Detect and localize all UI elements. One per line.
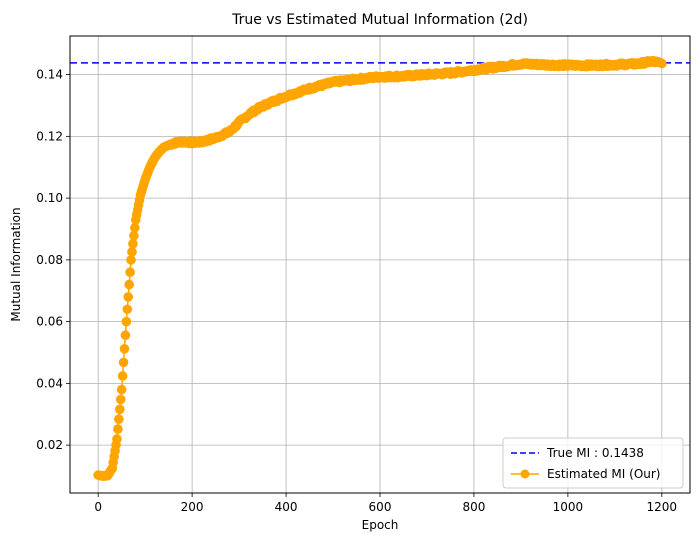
y-axis-title: Mutual Information	[9, 207, 23, 321]
estimated-mi-point	[122, 304, 133, 315]
estimated-mi-point	[130, 222, 140, 233]
estimated-mi-point	[127, 247, 137, 257]
estimated-mi-point	[118, 357, 129, 368]
series-layer	[93, 55, 667, 481]
y-tick-label: 0.06	[36, 315, 63, 329]
x-axis-title: Epoch	[362, 518, 399, 532]
y-tick-label: 0.14	[36, 68, 63, 82]
estimated-mi-point	[120, 330, 131, 341]
estimated-mi-point	[117, 371, 128, 381]
chart-title: True vs Estimated Mutual Information (2d…	[231, 12, 528, 28]
estimated-mi-point	[129, 230, 139, 241]
estimated-mi-point	[121, 316, 132, 327]
estimated-mi-point	[115, 394, 126, 405]
estimated-mi-point	[123, 292, 134, 302]
y-tick-label: 0.02	[36, 438, 63, 452]
estimated-mi-point	[119, 344, 130, 354]
legend-series-label: Estimated MI (Our)	[547, 467, 661, 481]
y-tick-label: 0.08	[36, 253, 63, 267]
y-tick-label: 0.12	[36, 129, 63, 143]
estimated-mi-point	[657, 58, 667, 69]
estimated-mi-point	[126, 255, 136, 265]
estimated-mi-point	[116, 384, 127, 395]
x-tick-label: 800	[462, 500, 485, 514]
tick-layer: 0 200 400 600 800 1000 1200 0.02 0.04 0.06 0.08 0.1…	[36, 68, 677, 514]
legend-box	[502, 437, 684, 489]
x-tick-label: 200	[181, 500, 204, 514]
legend-reference-label: True MI : 0.1438	[546, 446, 644, 460]
estimated-mi-point	[124, 279, 134, 290]
x-tick-label: 400	[275, 500, 298, 514]
legend: True MI : 0.1438 Estimated MI (Our)	[502, 437, 684, 489]
x-tick-label: 0	[94, 500, 102, 514]
estimated-mi-point	[114, 404, 125, 415]
estimated-mi-point	[114, 414, 124, 425]
estimated-mi-point	[125, 267, 135, 278]
estimated-mi-point	[128, 239, 138, 249]
y-tick-label: 0.04	[36, 376, 63, 390]
estimated-mi-point	[113, 424, 123, 434]
estimated-mi-point	[112, 434, 122, 444]
x-tick-label: 600	[369, 500, 392, 514]
legend-series-marker	[520, 469, 530, 479]
x-tick-label: 1200	[647, 500, 678, 514]
x-tick-label: 1000	[553, 500, 584, 514]
y-tick-label: 0.10	[36, 191, 63, 205]
